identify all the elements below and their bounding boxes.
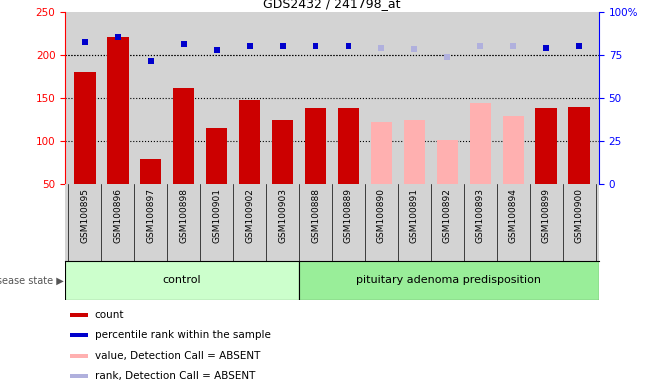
Text: GSM100891: GSM100891 (410, 188, 419, 243)
Text: percentile rank within the sample: percentile rank within the sample (95, 330, 271, 340)
Point (113, 34, 123, 40)
Point (376, 45, 387, 51)
Text: control: control (163, 275, 201, 285)
Bar (299, 261, 599, 300)
Title: GDS2432 / 241798_at: GDS2432 / 241798_at (263, 0, 401, 10)
Text: GSM100902: GSM100902 (245, 188, 254, 243)
Text: GSM100897: GSM100897 (146, 188, 156, 243)
Bar (404, 119, 425, 227)
Text: rank, Detection Call = ABSENT: rank, Detection Call = ABSENT (95, 371, 255, 381)
Bar (206, 128, 227, 227)
Bar (272, 119, 294, 227)
Bar (568, 106, 590, 227)
Bar (469, 103, 491, 227)
Bar (70, 333, 88, 337)
Text: GSM100903: GSM100903 (278, 188, 287, 243)
Text: GSM100898: GSM100898 (179, 188, 188, 243)
Text: GSM100894: GSM100894 (508, 188, 518, 243)
Bar (107, 37, 128, 227)
Point (178, 41, 189, 47)
Text: GSM100899: GSM100899 (542, 188, 551, 243)
Text: GSM100889: GSM100889 (344, 188, 353, 243)
Point (212, 47, 222, 53)
Text: count: count (95, 310, 124, 320)
Bar (370, 122, 392, 227)
Text: GSM100895: GSM100895 (80, 188, 89, 243)
Text: pituitary adenoma predisposition: pituitary adenoma predisposition (356, 275, 541, 285)
Text: GSM100896: GSM100896 (113, 188, 122, 243)
Point (244, 43, 255, 49)
Bar (305, 108, 326, 227)
Bar (70, 313, 88, 317)
Text: GSM100888: GSM100888 (311, 188, 320, 243)
Point (343, 43, 353, 49)
Point (277, 43, 288, 49)
Bar (536, 108, 557, 227)
Bar (70, 374, 88, 378)
Text: GSM100892: GSM100892 (443, 188, 452, 243)
Point (311, 43, 321, 49)
Point (79, 39, 90, 45)
Bar (338, 108, 359, 227)
Bar (140, 159, 161, 227)
Text: value, Detection Call = ABSENT: value, Detection Call = ABSENT (95, 351, 260, 361)
Text: GSM100890: GSM100890 (377, 188, 386, 243)
Point (409, 46, 420, 52)
Bar (503, 116, 524, 227)
Text: GSM100893: GSM100893 (476, 188, 485, 243)
Point (574, 43, 585, 49)
Bar (239, 99, 260, 227)
Point (541, 45, 551, 51)
Bar (65, 261, 299, 300)
Bar (74, 72, 96, 227)
Bar (173, 88, 195, 227)
Text: disease state ▶: disease state ▶ (0, 275, 64, 285)
Text: GSM100901: GSM100901 (212, 188, 221, 243)
Text: GSM100900: GSM100900 (575, 188, 584, 243)
Point (475, 43, 486, 49)
Bar (70, 354, 88, 358)
Point (442, 54, 452, 60)
Point (146, 58, 156, 64)
Bar (437, 140, 458, 227)
Point (508, 43, 518, 49)
